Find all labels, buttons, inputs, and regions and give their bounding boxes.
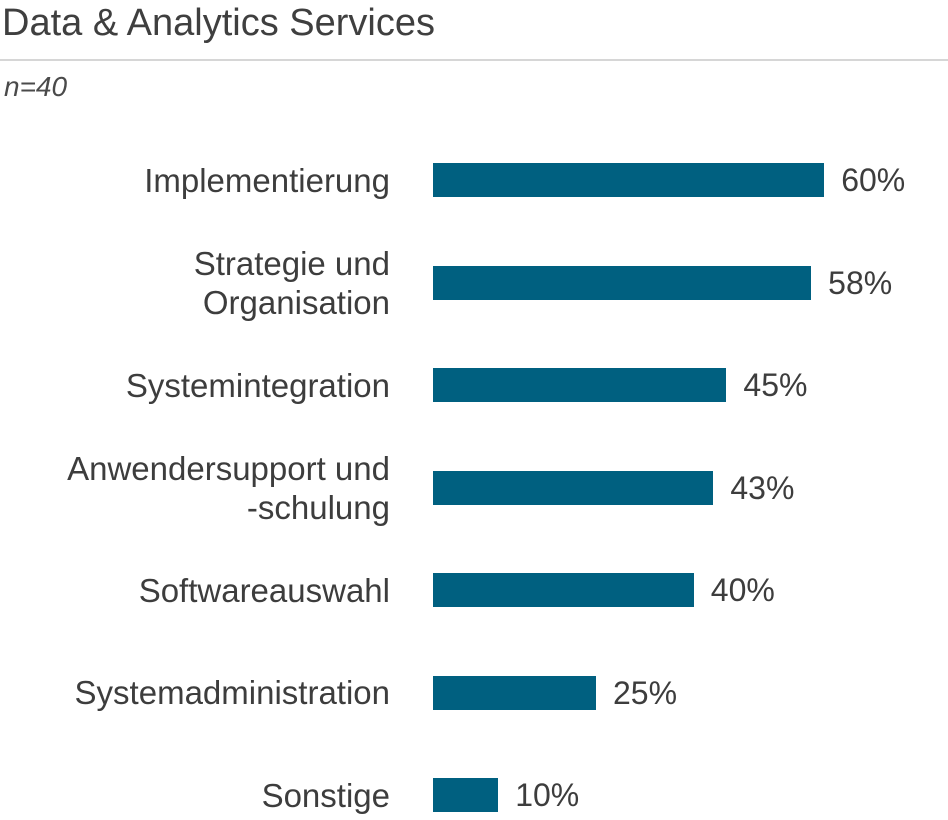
bar (433, 778, 499, 812)
bar (433, 163, 825, 197)
category-label: Systemadministration (74, 674, 390, 711)
sample-size-note: n=40 (4, 71, 68, 102)
category-label: Systemintegration (125, 366, 390, 404)
category-label: Anwendersupport und -schulung (67, 449, 390, 526)
category-label: Strategie und Organisation (193, 244, 390, 321)
value-label: 25% (613, 674, 678, 711)
value-label: 40% (710, 572, 775, 608)
bar (433, 675, 596, 710)
category-label: Implementierung (144, 161, 390, 199)
bar (433, 470, 714, 505)
bar (433, 265, 812, 300)
bar (433, 368, 727, 402)
value-label: 58% (828, 264, 893, 301)
value-label: 45% (743, 367, 808, 403)
title-divider (0, 59, 948, 61)
bar (433, 573, 694, 607)
category-label: Softwareauswahl (138, 571, 390, 609)
value-label: 43% (730, 469, 795, 506)
value-label: 10% (515, 777, 580, 813)
value-label: 60% (841, 162, 906, 198)
chart-title: Data & Analytics Services (2, 2, 435, 44)
category-label: Sonstige (261, 776, 390, 814)
